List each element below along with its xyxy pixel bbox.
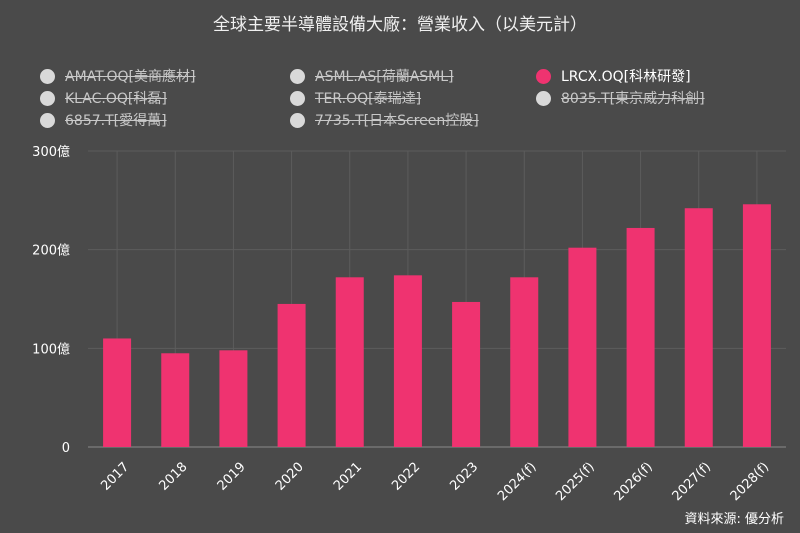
x-tick-label: 2026(f) bbox=[611, 460, 655, 504]
x-tick-label: 2025(f) bbox=[553, 460, 597, 504]
legend-marker-icon bbox=[536, 90, 551, 106]
bar bbox=[684, 208, 713, 447]
legend-label: 7735.T[日本Screen控股] bbox=[315, 113, 479, 129]
legend-label: 6857.T[愛得萬] bbox=[65, 113, 167, 129]
bar bbox=[568, 247, 597, 447]
legend-item[interactable]: 7735.T[日本Screen控股] bbox=[290, 110, 479, 130]
legend-label: AMAT.OQ[美商應材] bbox=[65, 69, 196, 85]
legend-marker-icon bbox=[40, 112, 55, 128]
legend-marker-icon bbox=[290, 112, 305, 128]
legend-marker-icon bbox=[290, 90, 305, 106]
legend-marker-icon bbox=[40, 68, 55, 84]
legend-label: LRCX.OQ[科林研發] bbox=[561, 69, 691, 85]
legend-item[interactable]: 8035.T[東京威力科創] bbox=[536, 88, 705, 108]
bar bbox=[742, 204, 771, 447]
y-tick-label: 200億 bbox=[32, 243, 70, 259]
bar bbox=[626, 227, 655, 447]
y-tick-label: 100億 bbox=[32, 341, 70, 357]
bar bbox=[277, 303, 306, 447]
x-tick-label: 2027(f) bbox=[670, 460, 714, 504]
legend-label: TER.OQ[泰瑞達] bbox=[315, 91, 422, 107]
legend-item[interactable]: 6857.T[愛得萬] bbox=[40, 110, 167, 130]
legend-marker-icon bbox=[536, 68, 551, 84]
legend-item[interactable]: TER.OQ[泰瑞達] bbox=[290, 88, 421, 108]
source-note: 資料來源: 優分析 bbox=[684, 512, 784, 527]
x-tick-label: 2028(f) bbox=[728, 460, 772, 504]
x-tick-label: 2020 bbox=[273, 460, 307, 494]
bar bbox=[393, 275, 422, 447]
bar bbox=[452, 301, 481, 447]
legend-label: ASML.AS[荷蘭ASML] bbox=[315, 69, 454, 85]
bar bbox=[510, 277, 539, 447]
legend-item[interactable]: KLAC.OQ[科磊] bbox=[40, 88, 167, 108]
y-tick-label: 300億 bbox=[32, 144, 70, 160]
x-tick-label: 2023 bbox=[447, 460, 481, 494]
x-tick-label: 2019 bbox=[215, 460, 249, 494]
bar bbox=[219, 350, 248, 447]
bar bbox=[103, 338, 132, 447]
x-tick-label: 2024(f) bbox=[495, 460, 539, 504]
x-tick-label: 2017 bbox=[98, 460, 132, 494]
chart-title: 全球主要半導體設備大廠：營業收入（以美元計） bbox=[213, 15, 587, 35]
x-tick-label: 2018 bbox=[157, 460, 191, 494]
legend-item[interactable]: LRCX.OQ[科林研發] bbox=[536, 66, 691, 86]
legend-item[interactable]: AMAT.OQ[美商應材] bbox=[40, 66, 195, 86]
bar bbox=[161, 353, 190, 447]
legend-marker-icon bbox=[40, 90, 55, 106]
legend-label: KLAC.OQ[科磊] bbox=[65, 91, 167, 107]
bar bbox=[335, 277, 364, 447]
legend-marker-icon bbox=[290, 68, 305, 84]
x-tick-label: 2021 bbox=[331, 460, 365, 494]
legend-item[interactable]: ASML.AS[荷蘭ASML] bbox=[290, 66, 454, 86]
x-tick-label: 2022 bbox=[389, 460, 423, 494]
y-tick-label: 0 bbox=[62, 441, 70, 456]
legend-label: 8035.T[東京威力科創] bbox=[561, 91, 705, 107]
